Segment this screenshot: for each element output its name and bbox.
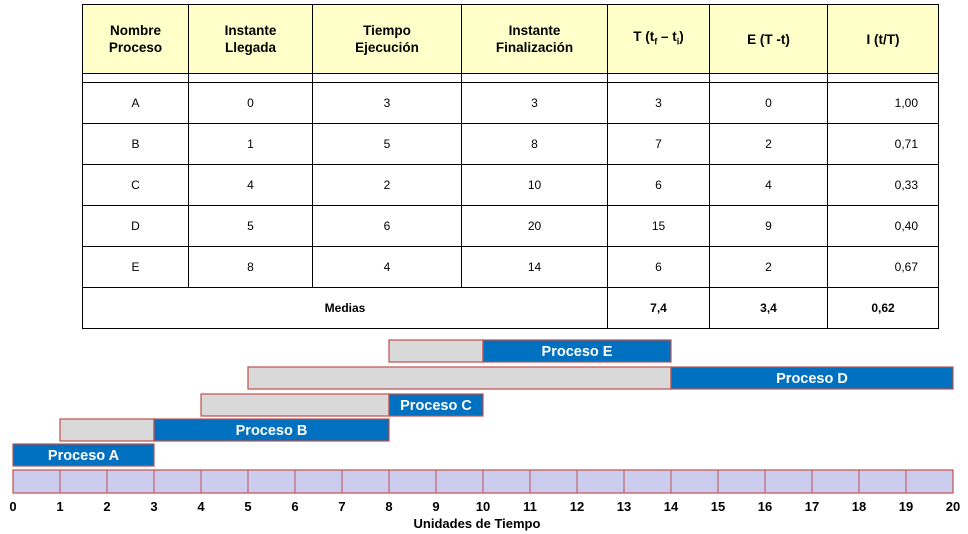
axis-tick-label: 12	[570, 499, 584, 514]
axis-tick-label: 20	[946, 499, 960, 514]
wait-bar	[59, 418, 155, 442]
cell-index: 0,33	[827, 164, 939, 206]
cell-exec: 6	[312, 205, 462, 247]
cell-name: E	[82, 246, 189, 288]
footer-index-mean: 0,62	[827, 287, 939, 329]
cell-arrival: 8	[188, 246, 313, 288]
cell-wait: 0	[709, 82, 828, 124]
cell-turnaround: 15	[607, 205, 710, 247]
axis-tick-label: 2	[103, 499, 110, 514]
footer-turnaround-mean: 7,4	[607, 287, 710, 329]
gantt-diagram: 0 1 2 3 4 5 6 7 8 9 10 11 12 13 14 15 16 17 18 19 20Unidades…	[9, 339, 960, 531]
axis-tick-label: 0	[9, 499, 16, 514]
run-bar	[12, 443, 155, 467]
axis-tick-label: 18	[852, 499, 866, 514]
run-bar	[153, 418, 390, 442]
axis-tick-label: 4	[197, 499, 205, 514]
footer-wait-mean: 3,4	[709, 287, 828, 329]
process-label: Proceso A	[48, 448, 120, 464]
axis-tick-label: 16	[758, 499, 772, 514]
cell-name: C	[82, 164, 189, 206]
axis-tick-label: 11	[523, 499, 537, 514]
cell-wait: 2	[709, 123, 828, 165]
cell-name: B	[82, 123, 189, 165]
cell-arrival: 0	[188, 82, 313, 124]
axis-tick-label: 8	[385, 499, 392, 514]
cell-finish: 10	[461, 164, 608, 206]
axis-tick-label: 1	[56, 499, 63, 514]
cell-finish: 3	[461, 82, 608, 124]
cell-exec: 4	[312, 246, 462, 288]
cell-turnaround: 6	[607, 164, 710, 206]
cell-arrival: 4	[188, 164, 313, 206]
table-row: B 1 5 8 7 2 0,71	[82, 123, 939, 165]
cell-name: D	[82, 205, 189, 247]
cell-index: 0,67	[827, 246, 939, 288]
cell-arrival: 1	[188, 123, 313, 165]
header-instante-llegada: Instante Llegada	[188, 4, 313, 74]
axis-tick-label: 13	[617, 499, 631, 514]
header-turnaround: T (tf – ti)	[607, 4, 710, 74]
axis-tick-label: 19	[899, 499, 913, 514]
cell-exec: 2	[312, 164, 462, 206]
header-tiempo-ejecucion: Tiempo Ejecución	[312, 4, 462, 74]
cell-index: 0,40	[827, 205, 939, 247]
table-spacer	[82, 73, 939, 83]
cell-finish: 20	[461, 205, 608, 247]
table-row: A 0 3 3 3 0 1,00	[82, 82, 939, 124]
cell-exec: 5	[312, 123, 462, 165]
cell-turnaround: 3	[607, 82, 710, 124]
header-index: I (t/T)	[827, 4, 939, 74]
header-nombre-proceso: Nombre Proceso	[82, 4, 189, 74]
cell-turnaround: 6	[607, 246, 710, 288]
axis-tick-label: 7	[338, 499, 345, 514]
scheduling-table: Nombre Proceso Instante Llegada Tiempo E…	[82, 4, 939, 329]
header-wait: E (T -t)	[709, 4, 828, 74]
table-header-row: Nombre Proceso Instante Llegada Tiempo E…	[82, 4, 939, 74]
cell-exec: 3	[312, 82, 462, 124]
cell-turnaround: 7	[607, 123, 710, 165]
axis-tick-label: 15	[711, 499, 725, 514]
header-instante-finalizacion: Instante Finalización	[461, 4, 608, 74]
axis-tick-label: 17	[805, 499, 819, 514]
cell-finish: 8	[461, 123, 608, 165]
wait-bar	[388, 339, 484, 363]
cell-wait: 4	[709, 164, 828, 206]
cell-name: A	[82, 82, 189, 124]
cell-index: 0,71	[827, 123, 939, 165]
axis-tick-label: 10	[476, 499, 490, 514]
axis-tick-label: 3	[150, 499, 157, 514]
cell-index: 1,00	[827, 82, 939, 124]
table-row: C 4 2 10 6 4 0,33	[82, 164, 939, 206]
run-bar	[482, 339, 672, 363]
cell-finish: 14	[461, 246, 608, 288]
axis-tick-label: 14	[664, 499, 679, 514]
axis-tick-label: 5	[244, 499, 251, 514]
table-row: E 8 4 14 6 2 0,67	[82, 246, 939, 288]
axis-tick-label: 6	[291, 499, 298, 514]
cell-wait: 2	[709, 246, 828, 288]
footer-medias-label: Medias	[82, 287, 608, 329]
axis-tick-label: 9	[432, 499, 439, 514]
axis-title: Unidades de Tiempo	[414, 516, 541, 531]
table-row: D 5 6 20 15 9 0,40	[82, 205, 939, 247]
process-label: Proceso C	[400, 398, 472, 414]
cell-wait: 9	[709, 205, 828, 247]
process-label: Proceso E	[542, 344, 613, 360]
process-label: Proceso B	[236, 423, 308, 439]
cell-arrival: 5	[188, 205, 313, 247]
run-bar	[670, 366, 954, 390]
wait-bar	[200, 393, 390, 417]
process-label: Proceso D	[776, 371, 848, 387]
table-footer-row: Medias 7,4 3,4 0,62	[82, 287, 939, 329]
run-bar	[388, 393, 484, 417]
wait-bar	[247, 366, 672, 390]
